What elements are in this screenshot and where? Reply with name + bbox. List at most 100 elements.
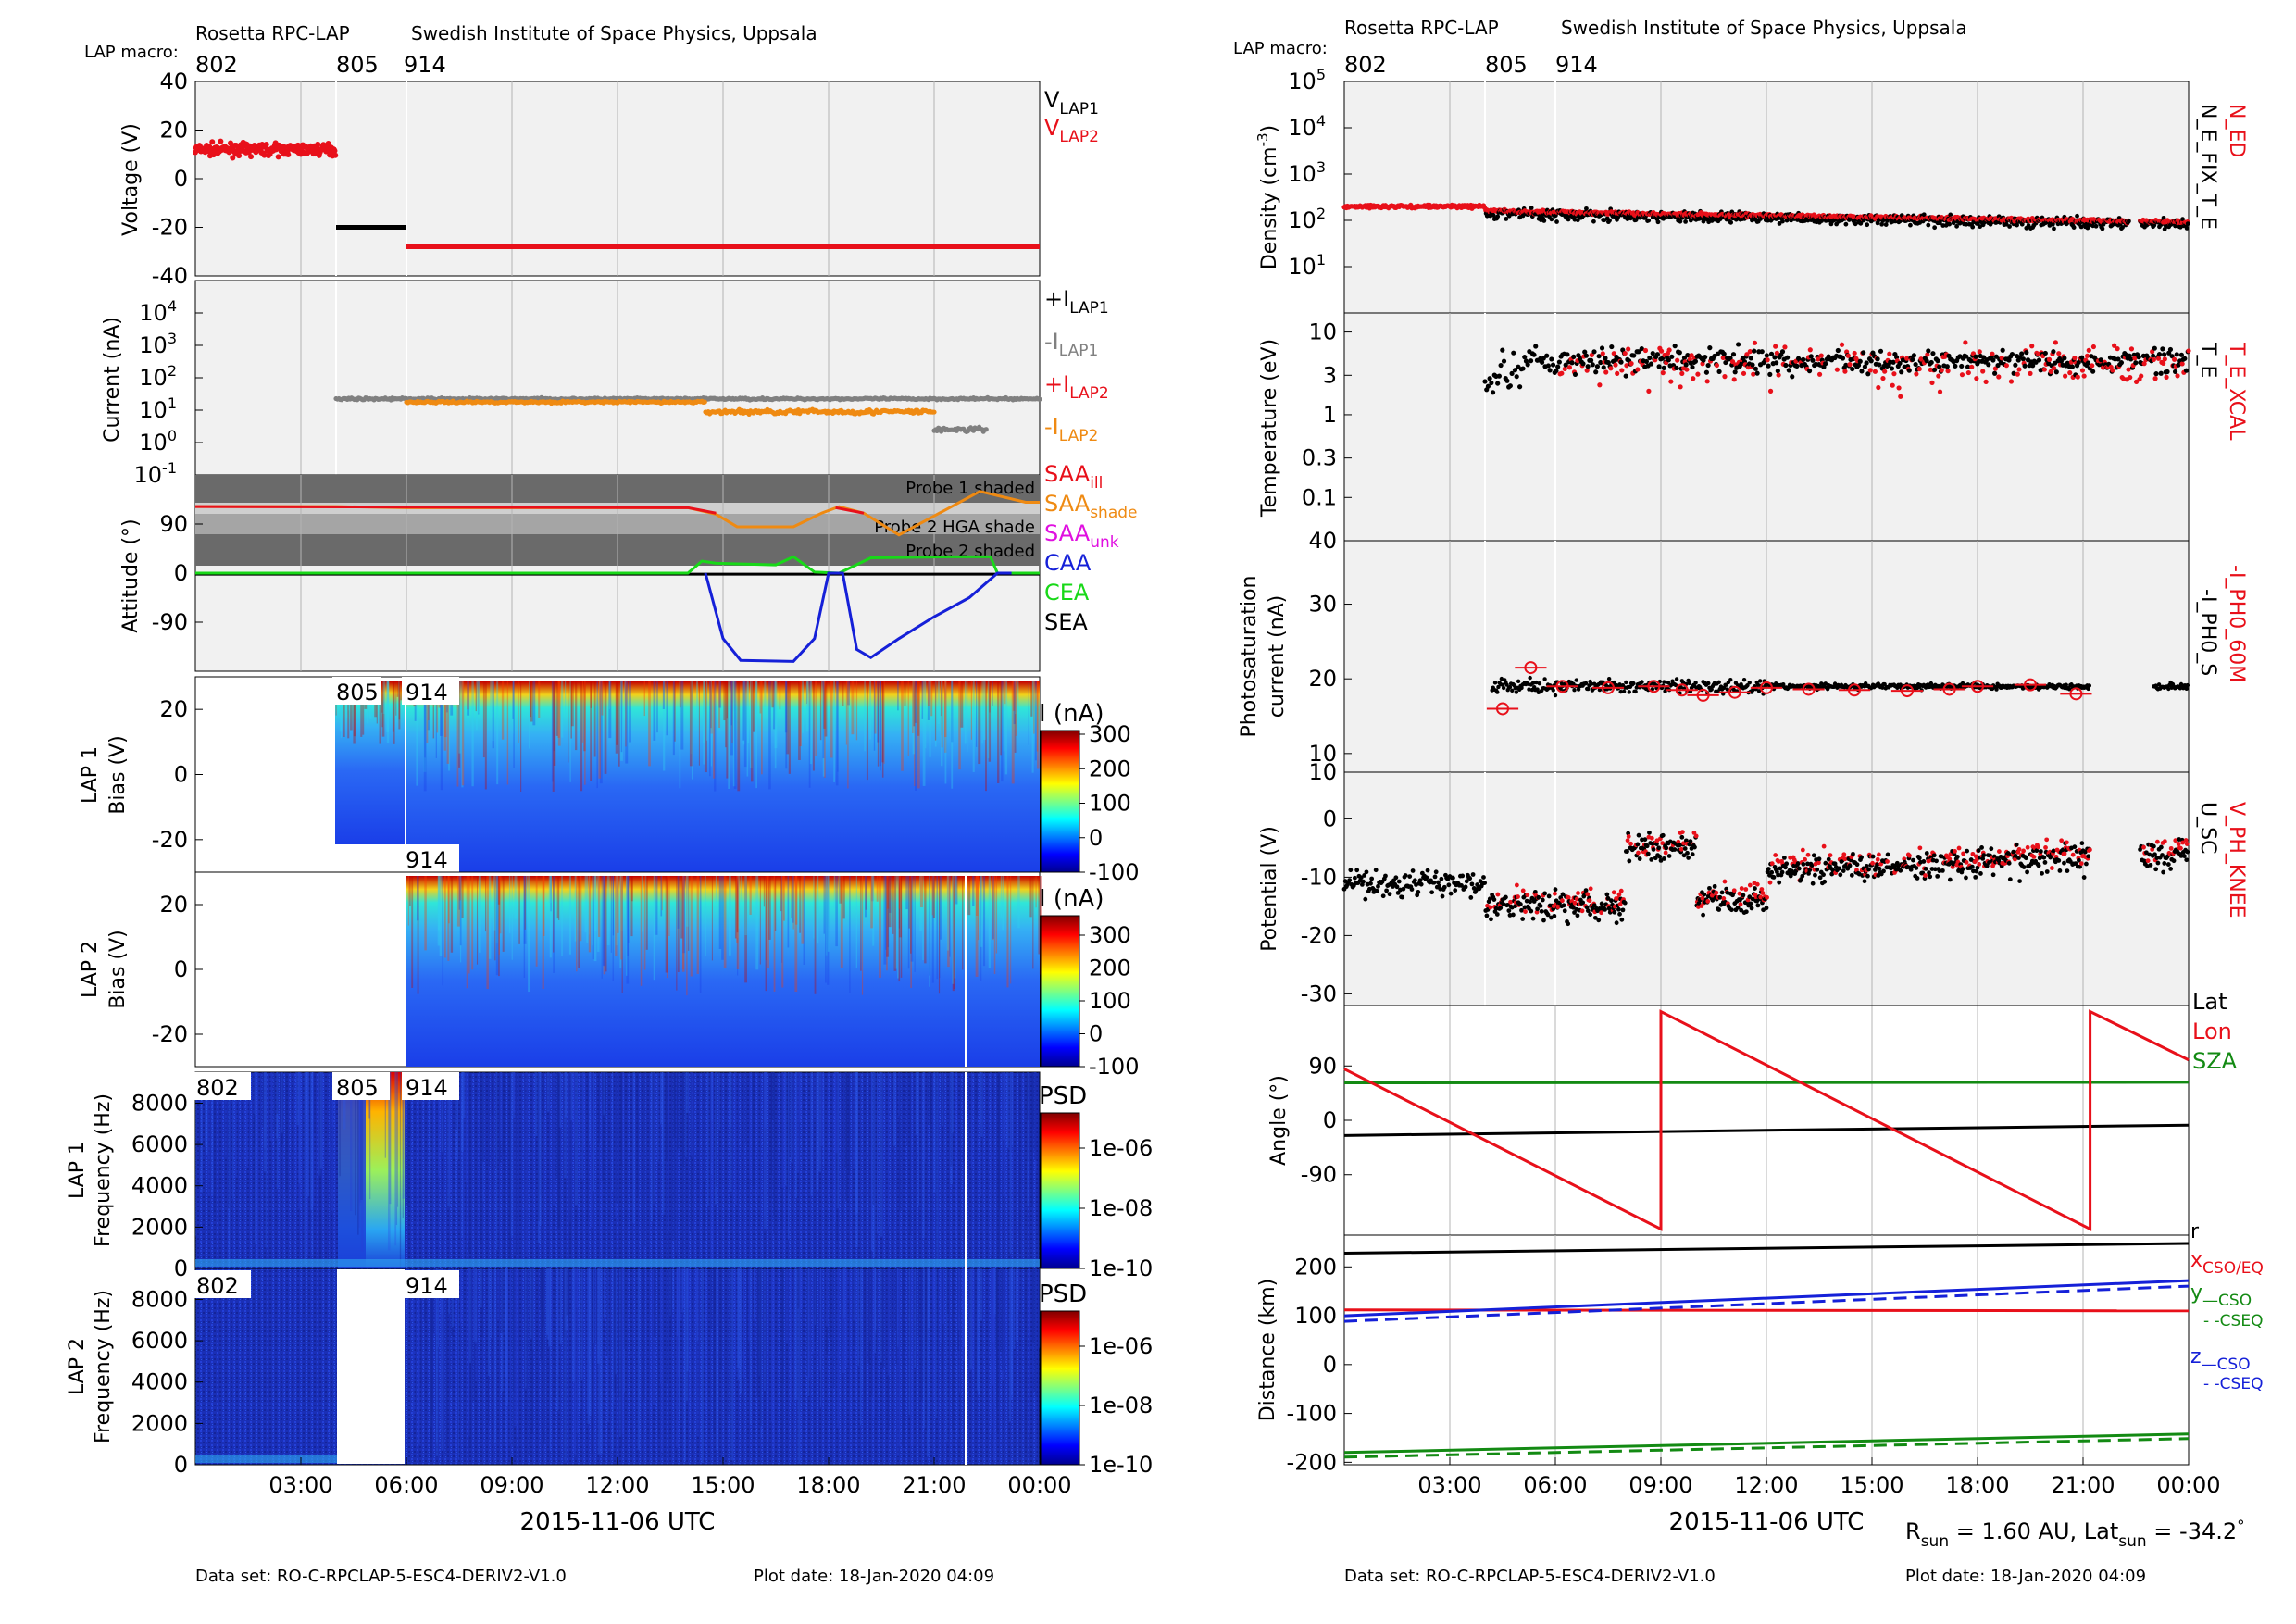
lap1-freq-streak [899, 1072, 902, 1211]
lap1-freq-streak [755, 1072, 756, 1203]
temperature-texcal-point [1615, 370, 1620, 376]
density-nefix-point [1970, 224, 1976, 230]
temperature-texcal-point [2186, 348, 2191, 354]
x-tick-label: 21:00 [902, 1472, 966, 1498]
lap2-freq-streak [659, 1268, 662, 1384]
temperature-texcal-point [2161, 360, 2166, 366]
lap2-bias-streak [597, 876, 601, 937]
lap2-bias-streak [676, 876, 678, 991]
lap2-bias-streak [910, 876, 912, 954]
density-nefix-point [1655, 219, 1661, 225]
temperature-texcal-point [2115, 346, 2120, 352]
current-legend-entry: -ILAP2 [1044, 414, 1098, 445]
lap2-bias-streak [861, 876, 864, 995]
temperature-texcal-point [1584, 368, 1590, 373]
temperature-te-point [2136, 355, 2141, 360]
lap1-bias-streak [713, 681, 716, 779]
lap2-bias-streak [411, 876, 414, 988]
lap2-freq-streak [494, 1268, 496, 1444]
lap2-bias-streak [905, 876, 908, 910]
lap1-bias-streak [915, 681, 917, 791]
lap2-freq-streak [717, 1268, 718, 1327]
right-macro-914: 914 [1555, 52, 1598, 78]
density-y-label-sup: -3 [1254, 132, 1271, 146]
lap2-freq-streak [468, 1268, 469, 1421]
voltage-series [193, 138, 1040, 249]
attitude-legend-entry: SAAill [1044, 461, 1103, 493]
x-tick-label: 06:00 [374, 1472, 438, 1498]
temperature-te-point [2167, 346, 2174, 353]
lap1-freq-colorbar-title: PSD [1039, 1082, 1087, 1110]
right-macro-805: 805 [1485, 52, 1528, 78]
photo-s-point [1728, 677, 1733, 682]
lap2-bias-streak [498, 876, 500, 955]
density-nefix-point [2127, 219, 2131, 224]
temperature-texcal-point [2075, 374, 2080, 380]
lap2-freq-streak [739, 1268, 742, 1394]
lap2-bias-panel: 200-20 LAP 2 Bias (V) I (nA) 3002001000-… [79, 871, 1139, 1080]
lap1-freq-streak [1006, 1072, 1009, 1148]
lap2-bias-streak [1002, 876, 1004, 931]
colorbar-tick-label: 0 [1089, 1021, 1103, 1047]
temperature-texcal-point [1751, 371, 1756, 377]
lap1-bias-streak [768, 681, 771, 790]
lap1-freq-streak [990, 1072, 992, 1256]
lap1-freq-streak [504, 1072, 506, 1265]
lap1-bias-streak [625, 681, 629, 764]
current-legend: +ILAP1-ILAP1+ILAP2-ILAP2 [1044, 286, 1109, 445]
temperature-te-point [2174, 352, 2179, 357]
temperature-texcal-point [1977, 349, 1982, 355]
lap2-bias-streak [792, 876, 794, 923]
temperature-texcal-point [2053, 340, 2058, 345]
temperature-te-point [1520, 366, 1526, 371]
lap1-bias-colorbar [1040, 730, 1080, 873]
voltage-point [218, 138, 224, 144]
lap2-bias-streak [860, 876, 862, 971]
attitude-legend-sub: unk [1090, 533, 1119, 552]
temperature-texcal-point [1916, 366, 1922, 372]
temperature-texcal-point [2110, 368, 2115, 373]
lap2-bias-streak [962, 876, 964, 970]
lap2-bias-streak [931, 876, 933, 916]
lap1-bias-streak [907, 681, 909, 756]
photo-s-point [1606, 676, 1612, 681]
lap2-freq-streak [681, 1268, 683, 1313]
lap1-bias-streak [880, 681, 881, 771]
temperature-te-point [1859, 369, 1865, 374]
lap1-freq-streak [565, 1072, 568, 1118]
lap2-bias-streak [768, 876, 771, 940]
temperature-texcal-point [1622, 350, 1628, 356]
temperature-te-point [1647, 355, 1653, 361]
lap2-freq-streak [797, 1268, 800, 1308]
lap2-bias-streak [576, 876, 578, 972]
lap2-bias-streak [407, 876, 409, 926]
lap2-bias-streak [699, 876, 702, 993]
lap1-bias-streak [881, 681, 884, 763]
temperature-texcal-point [2151, 356, 2156, 363]
lap2-freq-streak [764, 1268, 766, 1392]
temperature-te-point [1601, 365, 1606, 370]
lap2-freq-streak [528, 1268, 530, 1456]
y-tick-label: 4000 [131, 1173, 188, 1199]
lap1-bias-streak [934, 681, 937, 741]
lap1-bias-streak [1004, 681, 1006, 705]
lap1-bias-streak [490, 681, 493, 718]
lap2-bias-streak [919, 876, 923, 908]
left-instrument-title: Rosetta RPC-LAP [195, 22, 350, 44]
lap1-freq-streak [304, 1072, 306, 1266]
lap1-bias-streak [730, 681, 732, 726]
y-tick-label: -90 [152, 609, 188, 635]
lap1-bias-streak [737, 681, 741, 792]
voltage-legend-sub: LAP1 [1059, 100, 1099, 119]
density-nefix-point [2100, 226, 2105, 231]
lap2-bias-streak [849, 876, 851, 993]
lap1-freq-streak [950, 1072, 953, 1167]
temperature-te-point [1489, 380, 1494, 386]
lap2-freq-streak [969, 1268, 973, 1370]
right-instrument-title: Rosetta RPC-LAP [1344, 17, 1499, 39]
density-legend-nefix: N_E_FIX_T_E [2196, 104, 2219, 230]
lap2-bias-streak [685, 876, 689, 927]
lap1-freq-streak [666, 1072, 669, 1265]
